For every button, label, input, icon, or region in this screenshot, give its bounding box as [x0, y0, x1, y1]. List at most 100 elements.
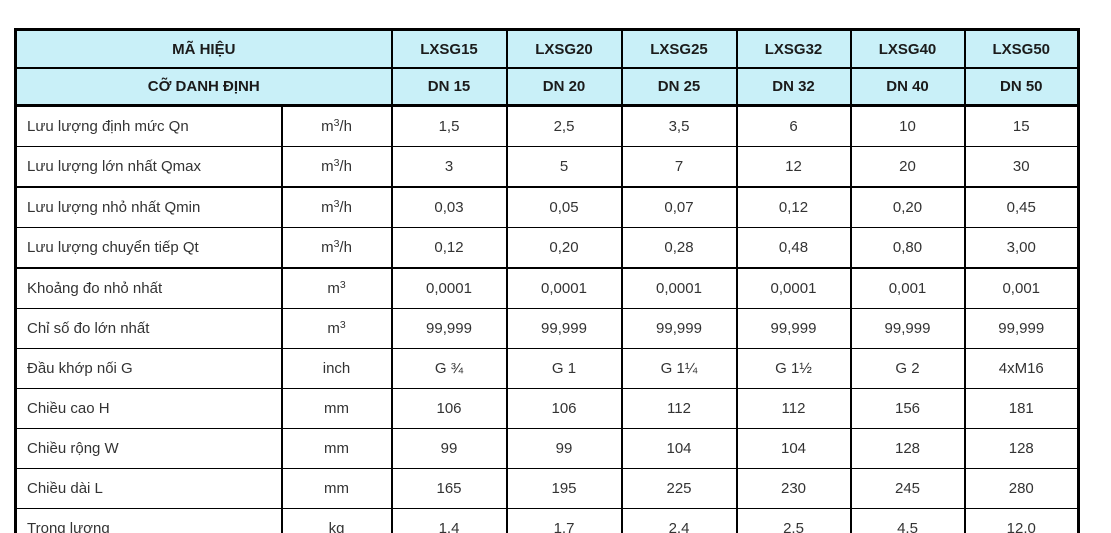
value-cell: 0,48 [735, 227, 852, 269]
value-cell: 5 [505, 146, 623, 188]
unit-cell: kg [280, 508, 393, 533]
value-cell: 0,0001 [505, 267, 623, 309]
row-label: Trọng lượng [14, 508, 283, 533]
table-row-length: Chiều dài L mm 165 195 225 230 245 280 [14, 468, 1080, 509]
unit-cell: m3 [280, 308, 393, 349]
value-cell: 3 [390, 146, 508, 188]
unit-sup: 3 [333, 198, 340, 211]
size-cell: DN 40 [849, 67, 966, 107]
size-cell: DN 15 [390, 67, 508, 107]
value-cell: 2,4 [620, 508, 738, 533]
row-label: Lưu lượng chuyển tiếp Qt [14, 227, 283, 269]
model-cell: LXSG40 [849, 28, 966, 69]
spec-table: MÃ HIỆU LXSG15 LXSG20 LXSG25 LXSG32 LXSG… [14, 28, 1080, 533]
value-cell: 0,45 [963, 186, 1080, 228]
value-cell: 99,999 [620, 308, 738, 349]
model-cell: LXSG32 [735, 28, 852, 69]
row-label: Chiều dài L [14, 468, 283, 509]
table-row-connector: Đầu khớp nối G inch G ¾ G 1 G 1¼ G 1½ G … [14, 348, 1080, 389]
value-cell: 3,00 [963, 227, 1080, 269]
value-cell: 0,80 [849, 227, 966, 269]
unit-base: m [327, 280, 340, 297]
value-cell: 0,28 [620, 227, 738, 269]
unit-base: inch [322, 360, 351, 377]
unit-base: m [321, 239, 334, 256]
table-row-width: Chiều rộng W mm 99 99 104 104 128 128 [14, 428, 1080, 469]
table-row-max-index: Chỉ số đo lớn nhất m3 99,999 99,999 99,9… [14, 308, 1080, 349]
nominal-size-header-label: CỠ DANH ĐỊNH [14, 67, 393, 107]
value-cell: 104 [620, 428, 738, 469]
table-row-min-measure: Khoảng đo nhỏ nhất m3 0,0001 0,0001 0,00… [14, 267, 1080, 309]
model-cell: LXSG15 [390, 28, 508, 69]
unit-post: /h [339, 118, 352, 135]
unit-base: m [321, 199, 334, 216]
value-cell: 0,12 [390, 227, 508, 269]
value-cell: 3,5 [620, 105, 738, 147]
unit-base: m [327, 320, 340, 337]
value-cell: 99,999 [963, 308, 1080, 349]
table-row-qmax: Lưu lượng lớn nhất Qmax m3/h 3 5 7 12 20… [14, 146, 1080, 188]
unit-cell: m3/h [280, 146, 393, 188]
unit-sup: 3 [339, 279, 346, 292]
unit-base: m [321, 158, 334, 175]
unit-cell: m3 [280, 267, 393, 309]
value-cell: 99,999 [390, 308, 508, 349]
value-cell: 99,999 [505, 308, 623, 349]
size-cell: DN 20 [505, 67, 623, 107]
value-cell: 128 [849, 428, 966, 469]
value-cell: 1,5 [390, 105, 508, 147]
value-cell: 0,20 [849, 186, 966, 228]
row-label: Chỉ số đo lớn nhất [14, 308, 283, 349]
value-cell: 4xM16 [963, 348, 1080, 389]
header-row-nominal-size: CỠ DANH ĐỊNH DN 15 DN 20 DN 25 DN 32 DN … [14, 67, 1080, 107]
value-cell: G 2 [849, 348, 966, 389]
value-cell: G ¾ [390, 348, 508, 389]
row-label: Chiều cao H [14, 388, 283, 429]
unit-base: kg [328, 520, 345, 533]
value-cell: 30 [963, 146, 1080, 188]
value-cell: 0,12 [735, 186, 852, 228]
unit-cell: mm [280, 428, 393, 469]
unit-sup: 3 [333, 117, 340, 130]
model-cell: LXSG25 [620, 28, 738, 69]
value-cell: 1,7 [505, 508, 623, 533]
value-cell: G 1 [505, 348, 623, 389]
value-cell: 2,5 [505, 105, 623, 147]
value-cell: 2,5 [735, 508, 852, 533]
value-cell: 15 [963, 105, 1080, 147]
unit-sup: 3 [333, 238, 340, 251]
unit-cell: mm [280, 468, 393, 509]
value-cell: 0,001 [849, 267, 966, 309]
unit-base: mm [324, 480, 349, 497]
row-label: Lưu lượng định mức Qn [14, 105, 283, 147]
value-cell: 99 [390, 428, 508, 469]
unit-post: /h [339, 199, 352, 216]
table-row-height: Chiều cao H mm 106 106 112 112 156 181 [14, 388, 1080, 429]
unit-base: m [321, 118, 334, 135]
value-cell: 10 [849, 105, 966, 147]
value-cell: 112 [735, 388, 852, 429]
size-cell: DN 32 [735, 67, 852, 107]
value-cell: 0,001 [963, 267, 1080, 309]
model-cell: LXSG50 [963, 28, 1080, 69]
value-cell: 106 [505, 388, 623, 429]
value-cell: 6 [735, 105, 852, 147]
value-cell: 99 [505, 428, 623, 469]
value-cell: 245 [849, 468, 966, 509]
value-cell: 106 [390, 388, 508, 429]
value-cell: 0,03 [390, 186, 508, 228]
value-cell: 12 [735, 146, 852, 188]
row-label: Khoảng đo nhỏ nhất [14, 267, 283, 309]
unit-cell: m3/h [280, 105, 393, 147]
value-cell: 12,0 [963, 508, 1080, 533]
value-cell: 20 [849, 146, 966, 188]
unit-cell: m3/h [280, 227, 393, 269]
value-cell: 165 [390, 468, 508, 509]
value-cell: G 1½ [735, 348, 852, 389]
value-cell: 156 [849, 388, 966, 429]
value-cell: 225 [620, 468, 738, 509]
header-row-model: MÃ HIỆU LXSG15 LXSG20 LXSG25 LXSG32 LXSG… [14, 28, 1080, 69]
size-cell: DN 25 [620, 67, 738, 107]
value-cell: 0,0001 [620, 267, 738, 309]
value-cell: 112 [620, 388, 738, 429]
